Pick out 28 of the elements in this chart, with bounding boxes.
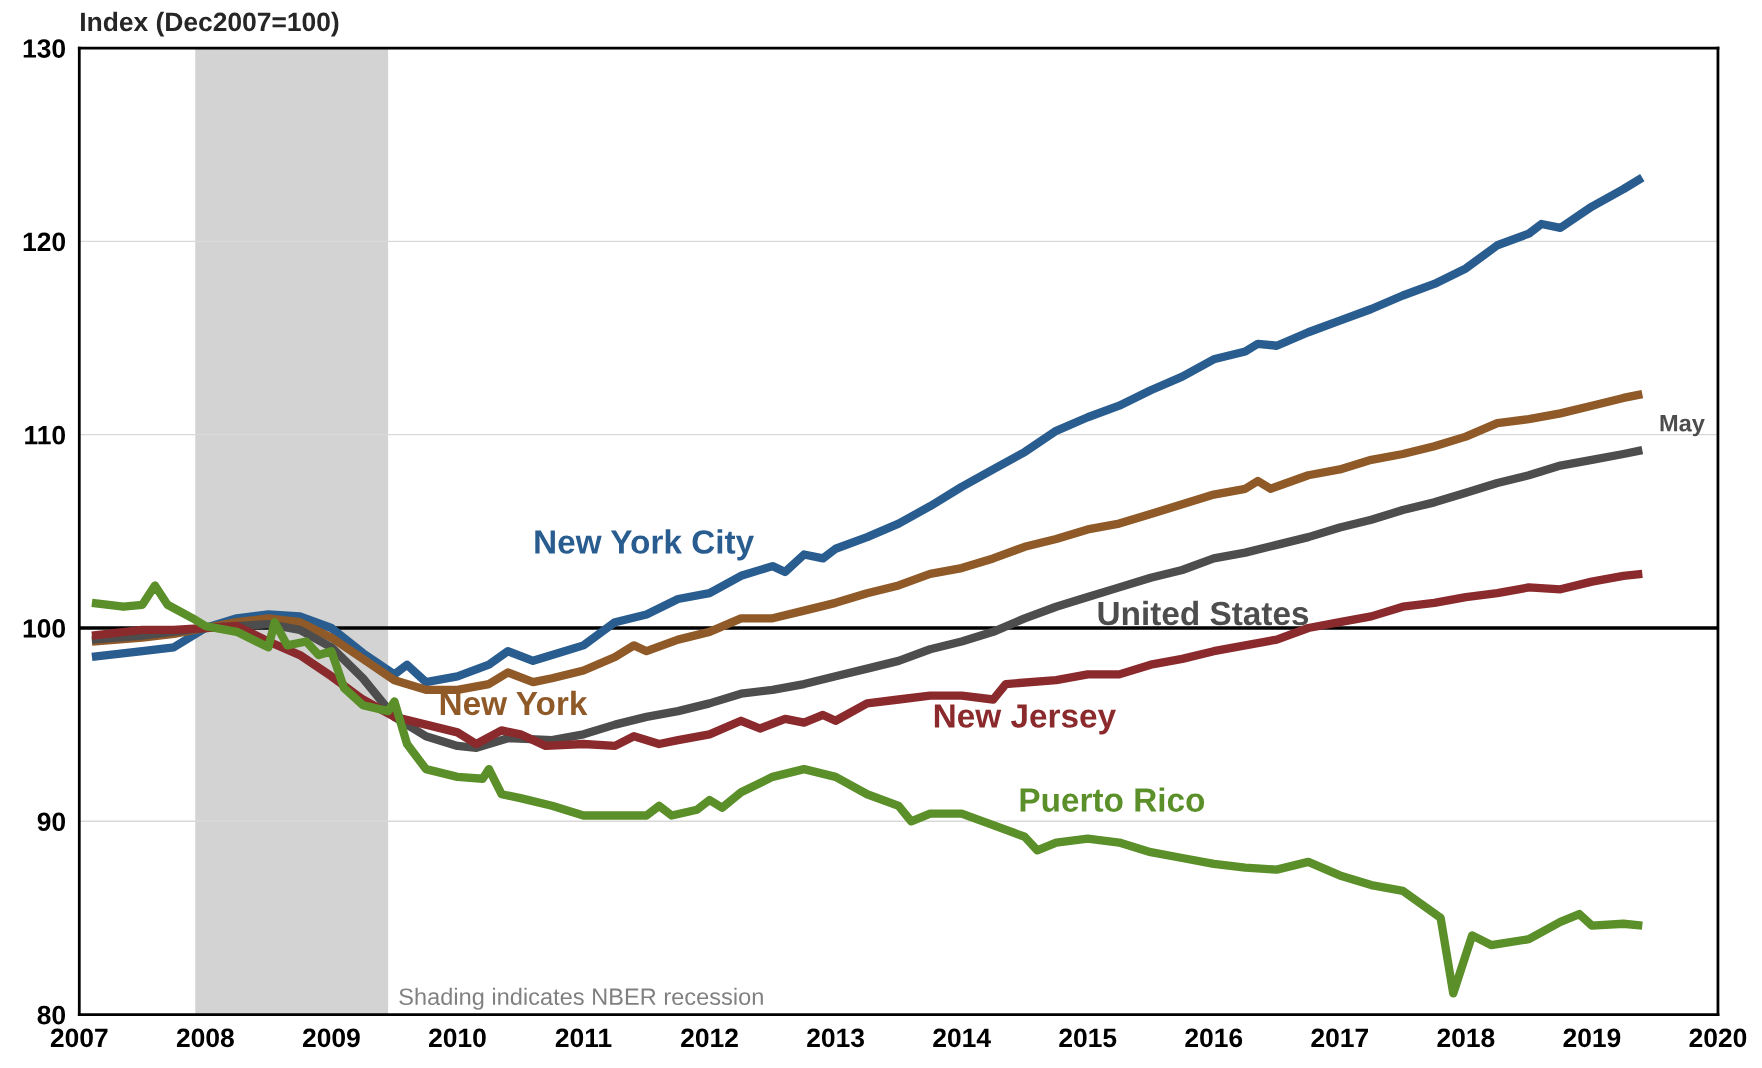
y-tick-label: 110 bbox=[25, 425, 66, 445]
x-tick-label: 2018 bbox=[1437, 1028, 1495, 1048]
x-tick-label: 2014 bbox=[933, 1028, 991, 1048]
x-tick-label: 2007 bbox=[50, 1028, 108, 1048]
series-label: New York bbox=[440, 690, 588, 716]
x-tick-label: 2012 bbox=[681, 1028, 738, 1048]
series-label: United States bbox=[1098, 600, 1309, 626]
y-tick-label: 100 bbox=[23, 619, 66, 638]
y-tick-label: 120 bbox=[23, 232, 66, 252]
x-tick-label: 2019 bbox=[1563, 1028, 1621, 1048]
y-tick-label: 80 bbox=[37, 1005, 66, 1025]
y-tick-label: 90 bbox=[37, 812, 66, 832]
series-label: New Jersey bbox=[934, 704, 1116, 735]
x-tick-label: 2011 bbox=[555, 1028, 612, 1048]
x-tick-label: 2017 bbox=[1311, 1028, 1368, 1048]
x-tick-label: 2009 bbox=[302, 1028, 360, 1048]
x-tick-label: 2013 bbox=[807, 1028, 864, 1048]
band-label: Shading indicates NBER recession bbox=[399, 987, 763, 1010]
x-tick-label: 2020 bbox=[1689, 1028, 1747, 1048]
x-tick-label: 2010 bbox=[429, 1028, 486, 1048]
series-label: New York City bbox=[535, 529, 754, 561]
series-label: Puerto Rico bbox=[1020, 787, 1205, 812]
y-tick-label: 130 bbox=[23, 39, 66, 58]
x-tick-label: 2016 bbox=[1185, 1028, 1243, 1048]
y-axis-title: Index (Dec2007=100) bbox=[81, 11, 339, 37]
x-tick-label: 2008 bbox=[176, 1028, 234, 1048]
annotation: May bbox=[1660, 415, 1705, 437]
x-tick-label: 2015 bbox=[1059, 1028, 1117, 1048]
